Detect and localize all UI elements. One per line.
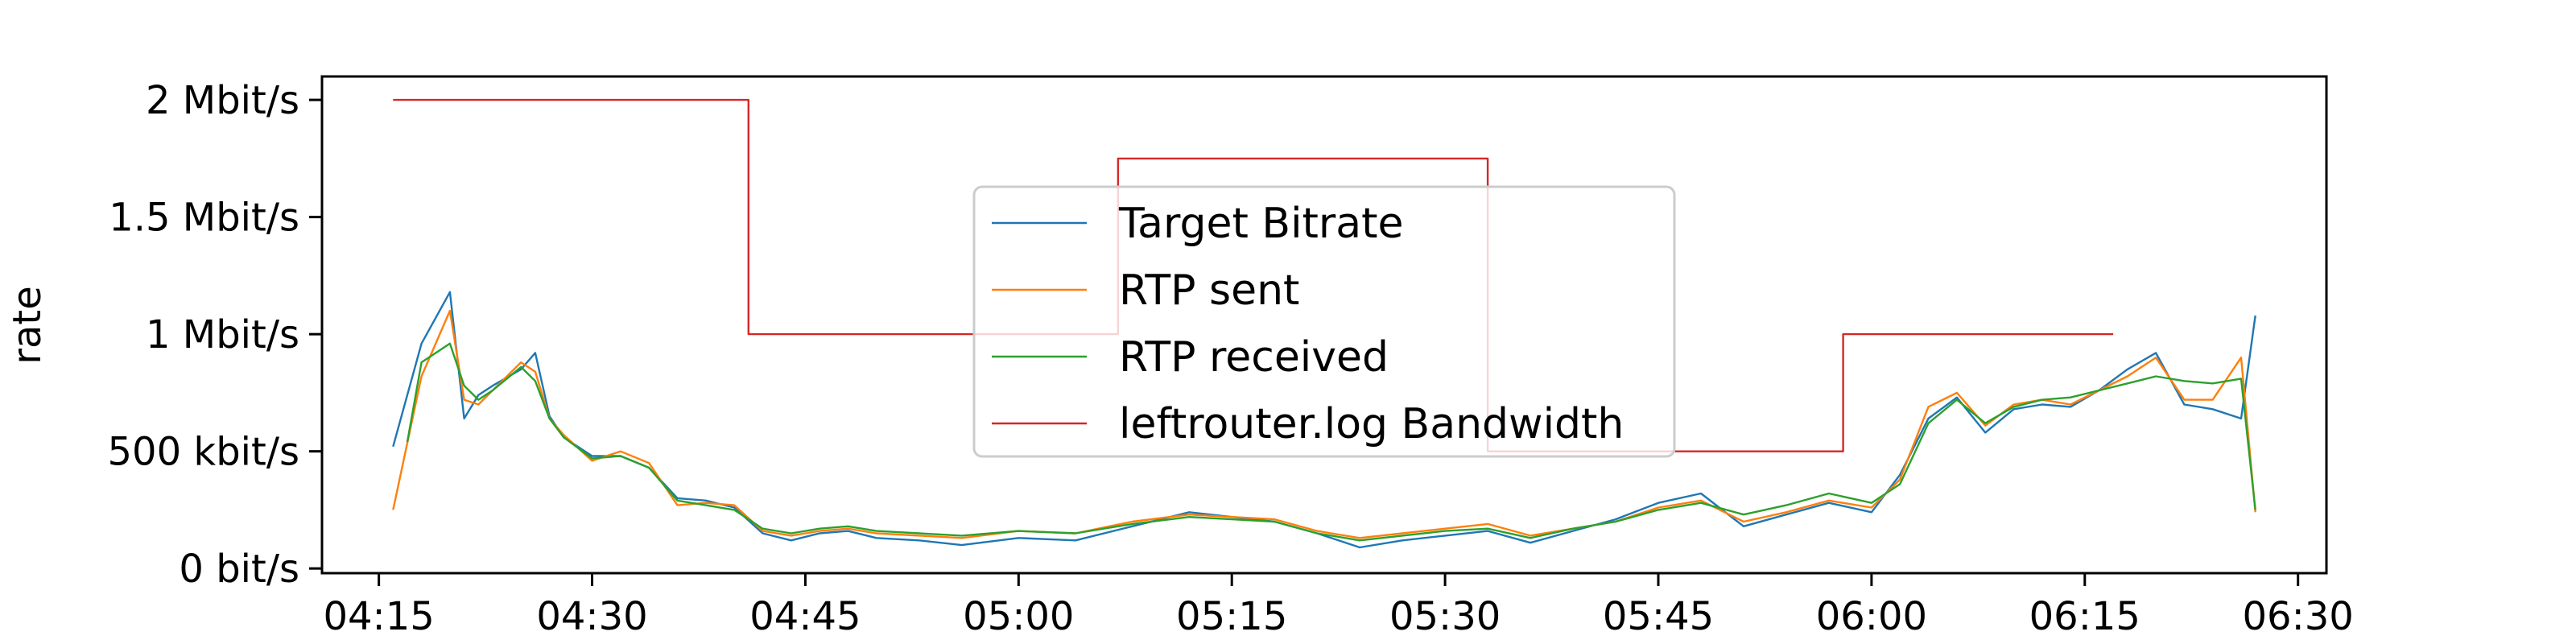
x-tick-label-6: 05:45 <box>1603 594 1714 639</box>
series-layer <box>392 98 2256 549</box>
x-tick-label-3: 05:00 <box>963 594 1074 639</box>
plot-frame <box>320 75 2328 575</box>
legend-items: Target Bitrate RTP sent RTP received leftro… <box>992 200 1624 448</box>
x-axis: 04:15 04:30 04:45 05:00 05:15 05:30 05:45 06:00… <box>323 573 2354 639</box>
x-tick-label-8: 06:15 <box>2029 594 2140 639</box>
x-tick-label-4: 05:15 <box>1176 594 1287 639</box>
x-tick-label-7: 06:00 <box>1816 594 1927 639</box>
y-tick-label-0: 0 bit/s <box>179 547 299 592</box>
x-tick-label-0: 04:15 <box>323 594 434 639</box>
series-line-2 <box>406 342 2256 542</box>
legend: Target Bitrate RTP sent RTP received leftro… <box>972 185 1676 458</box>
legend-label-0: Target Bitrate <box>1118 200 1404 248</box>
legend-frame <box>972 185 1676 458</box>
y-tick-label-1: 500 kbit/s <box>108 430 299 475</box>
y-axis: 0 bit/s 500 kbit/s 1 Mbit/s 1.5 Mbit/s 2 Mbi… <box>108 78 322 592</box>
legend-label-2: RTP received <box>1119 333 1389 382</box>
x-tick-label-1: 04:30 <box>536 594 647 639</box>
x-tick-label-2: 04:45 <box>749 594 861 639</box>
y-tick-label-4: 2 Mbit/s <box>146 78 299 123</box>
y-tick-label-3: 1.5 Mbit/s <box>109 196 299 241</box>
y-tick-label-2: 1 Mbit/s <box>146 312 299 357</box>
y-axis-label: rate <box>5 286 50 365</box>
series-line-3 <box>393 98 2114 452</box>
legend-label-3: leftrouter.log Bandwidth <box>1119 400 1624 448</box>
x-tick-label-9: 06:30 <box>2243 594 2354 639</box>
x-tick-label-5: 05:30 <box>1389 594 1501 639</box>
legend-label-1: RTP sent <box>1119 266 1299 315</box>
